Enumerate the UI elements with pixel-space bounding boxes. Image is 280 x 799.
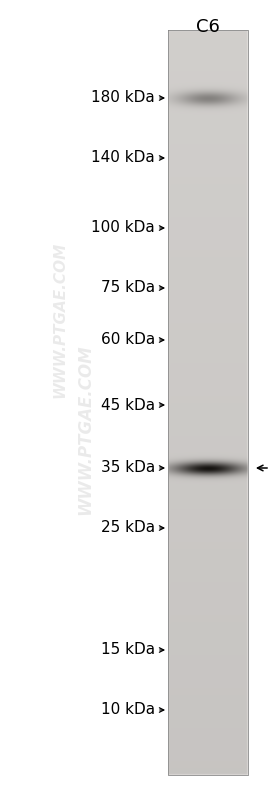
- Text: 75 kDa: 75 kDa: [101, 280, 155, 296]
- Text: C6: C6: [196, 18, 220, 36]
- Text: 35 kDa: 35 kDa: [101, 460, 155, 475]
- Text: 15 kDa: 15 kDa: [101, 642, 155, 658]
- Text: 10 kDa: 10 kDa: [101, 702, 155, 718]
- Text: WWW.PTGAE.COM: WWW.PTGAE.COM: [76, 344, 94, 515]
- Text: 180 kDa: 180 kDa: [91, 90, 155, 105]
- Text: 45 kDa: 45 kDa: [101, 397, 155, 412]
- Text: 100 kDa: 100 kDa: [91, 221, 155, 236]
- Text: 140 kDa: 140 kDa: [91, 150, 155, 165]
- Text: WWW.PTGAE.COM: WWW.PTGAE.COM: [52, 242, 67, 398]
- Text: 60 kDa: 60 kDa: [101, 332, 155, 348]
- Text: 25 kDa: 25 kDa: [101, 520, 155, 535]
